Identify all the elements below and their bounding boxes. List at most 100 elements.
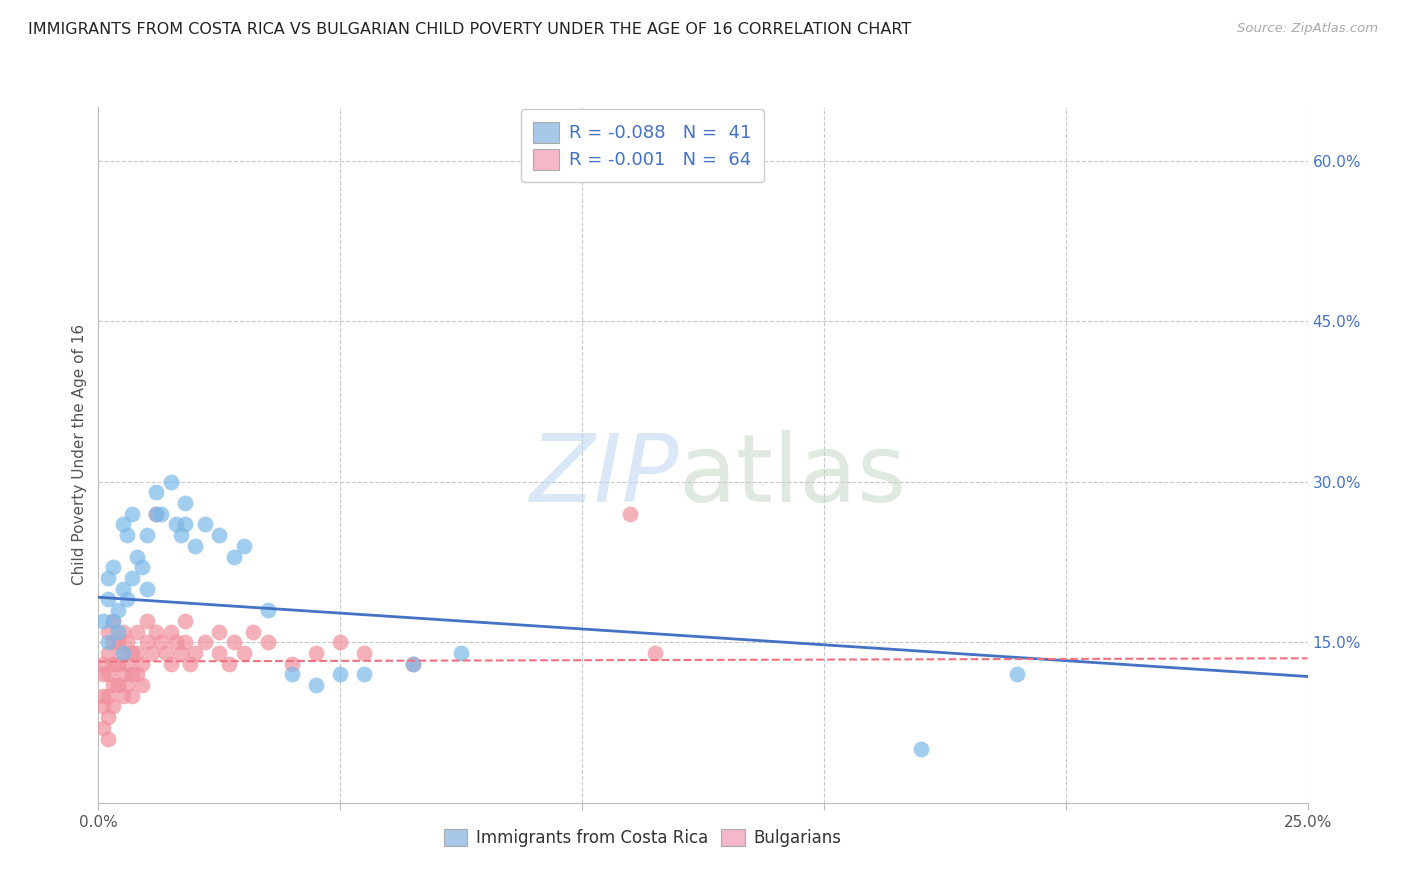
Point	[208, 646, 231, 660]
Point	[97, 635, 120, 649]
Point	[127, 624, 149, 639]
Point	[174, 517, 197, 532]
Legend: Immigrants from Costa Rica, Bulgarians: Immigrants from Costa Rica, Bulgarians	[437, 822, 848, 854]
Point	[160, 475, 183, 489]
Point	[117, 592, 139, 607]
Point	[1007, 667, 1029, 681]
Point	[179, 657, 201, 671]
Point	[353, 667, 375, 681]
Point	[135, 582, 157, 596]
Point	[131, 560, 153, 574]
Point	[101, 614, 124, 628]
Point	[208, 528, 231, 542]
Point	[107, 624, 129, 639]
Point	[97, 646, 120, 660]
Point	[107, 603, 129, 617]
Point	[127, 667, 149, 681]
Point	[121, 689, 143, 703]
Point	[111, 667, 134, 681]
Point	[111, 517, 134, 532]
Point	[91, 689, 114, 703]
Point	[194, 517, 217, 532]
Point	[329, 635, 352, 649]
Point	[101, 678, 124, 692]
Point	[121, 507, 143, 521]
Point	[169, 646, 191, 660]
Point	[101, 560, 124, 574]
Point	[101, 614, 124, 628]
Point	[174, 635, 197, 649]
Point	[194, 635, 217, 649]
Point	[169, 528, 191, 542]
Point	[256, 603, 278, 617]
Point	[91, 667, 114, 681]
Point	[97, 667, 120, 681]
Point	[281, 667, 304, 681]
Point	[160, 657, 183, 671]
Text: ZIP: ZIP	[529, 430, 679, 521]
Point	[131, 678, 153, 692]
Point	[450, 646, 472, 660]
Point	[97, 731, 120, 746]
Point	[145, 507, 167, 521]
Point	[107, 657, 129, 671]
Point	[402, 657, 425, 671]
Point	[97, 689, 120, 703]
Point	[174, 496, 197, 510]
Point	[107, 635, 129, 649]
Point	[256, 635, 278, 649]
Point	[145, 485, 167, 500]
Point	[305, 646, 328, 660]
Point	[135, 635, 157, 649]
Point	[305, 678, 328, 692]
Point	[222, 635, 245, 649]
Point	[218, 657, 240, 671]
Point	[150, 635, 173, 649]
Point	[135, 528, 157, 542]
Point	[111, 646, 134, 660]
Point	[91, 657, 114, 671]
Point	[121, 571, 143, 585]
Point	[97, 710, 120, 724]
Point	[97, 571, 120, 585]
Point	[329, 667, 352, 681]
Point	[111, 689, 134, 703]
Point	[135, 614, 157, 628]
Point	[174, 614, 197, 628]
Point	[644, 646, 666, 660]
Point	[97, 592, 120, 607]
Point	[117, 657, 139, 671]
Point	[160, 624, 183, 639]
Point	[91, 614, 114, 628]
Point	[222, 549, 245, 564]
Point	[232, 646, 254, 660]
Point	[127, 549, 149, 564]
Point	[184, 646, 207, 660]
Point	[145, 507, 167, 521]
Point	[184, 539, 207, 553]
Point	[619, 507, 641, 521]
Point	[101, 699, 124, 714]
Point	[281, 657, 304, 671]
Point	[117, 635, 139, 649]
Point	[155, 646, 177, 660]
Point	[150, 507, 173, 521]
Point	[111, 646, 134, 660]
Point	[165, 517, 187, 532]
Point	[141, 646, 163, 660]
Point	[91, 721, 114, 735]
Point	[145, 624, 167, 639]
Point	[208, 624, 231, 639]
Point	[101, 635, 124, 649]
Point	[242, 624, 264, 639]
Point	[910, 742, 932, 756]
Point	[117, 528, 139, 542]
Text: Source: ZipAtlas.com: Source: ZipAtlas.com	[1237, 22, 1378, 36]
Text: atlas: atlas	[679, 430, 907, 522]
Point	[232, 539, 254, 553]
Y-axis label: Child Poverty Under the Age of 16: Child Poverty Under the Age of 16	[72, 325, 87, 585]
Point	[111, 624, 134, 639]
Point	[91, 699, 114, 714]
Text: IMMIGRANTS FROM COSTA RICA VS BULGARIAN CHILD POVERTY UNDER THE AGE OF 16 CORREL: IMMIGRANTS FROM COSTA RICA VS BULGARIAN …	[28, 22, 911, 37]
Point	[165, 635, 187, 649]
